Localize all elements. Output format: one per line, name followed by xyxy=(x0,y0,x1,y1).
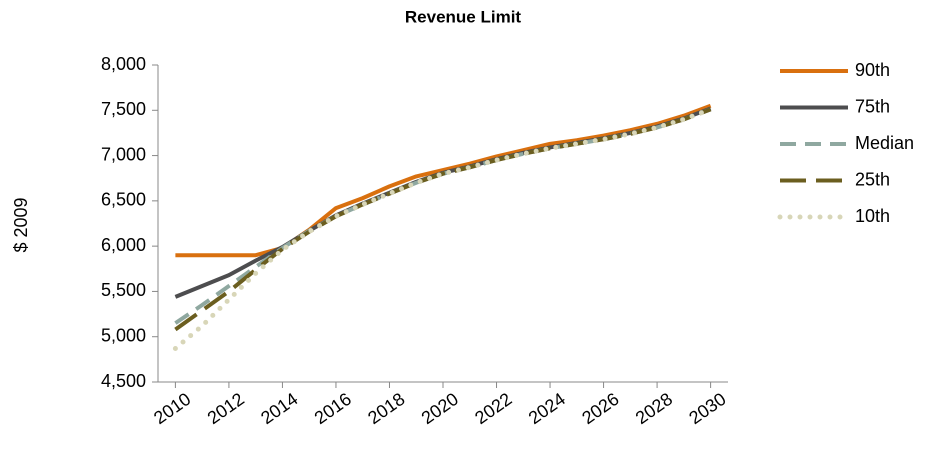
y-tick-label: 6,000 xyxy=(101,235,146,255)
legend-label: 25th xyxy=(855,169,890,189)
series-line xyxy=(174,107,712,325)
y-tick-label: 7,000 xyxy=(101,144,146,164)
y-tick-label: 5,500 xyxy=(101,280,146,300)
x-tick-label: 2010 xyxy=(150,389,194,428)
y-tick-label: 5,000 xyxy=(101,325,146,345)
x-tick-label: 2026 xyxy=(578,389,622,428)
y-tick-label: 8,000 xyxy=(101,54,146,74)
series-line xyxy=(174,107,712,332)
x-tick-label: 2012 xyxy=(204,389,248,428)
series-line xyxy=(174,106,712,299)
series-line xyxy=(172,106,714,351)
x-tick-label: 2018 xyxy=(364,389,408,428)
series-line xyxy=(175,103,712,258)
x-tick-label: 2014 xyxy=(257,389,301,428)
y-tick-label: 7,500 xyxy=(101,99,146,119)
x-tick-label: 2030 xyxy=(685,389,729,428)
x-tick-label: 2028 xyxy=(632,389,676,428)
y-axis-label: $ 2009 xyxy=(11,197,31,252)
legend-label: Median xyxy=(855,133,914,153)
x-tick-label: 2024 xyxy=(525,389,569,428)
x-tick-label: 2020 xyxy=(418,389,462,428)
x-tick-label: 2022 xyxy=(471,389,515,428)
chart-title: Revenue Limit xyxy=(405,7,522,26)
x-tick-label: 2016 xyxy=(311,389,355,428)
legend-label: 90th xyxy=(855,60,890,80)
legend-label: 10th xyxy=(855,206,890,226)
y-tick-label: 4,500 xyxy=(101,371,146,391)
legend-label: 75th xyxy=(855,96,890,116)
y-tick-label: 6,500 xyxy=(101,190,146,210)
